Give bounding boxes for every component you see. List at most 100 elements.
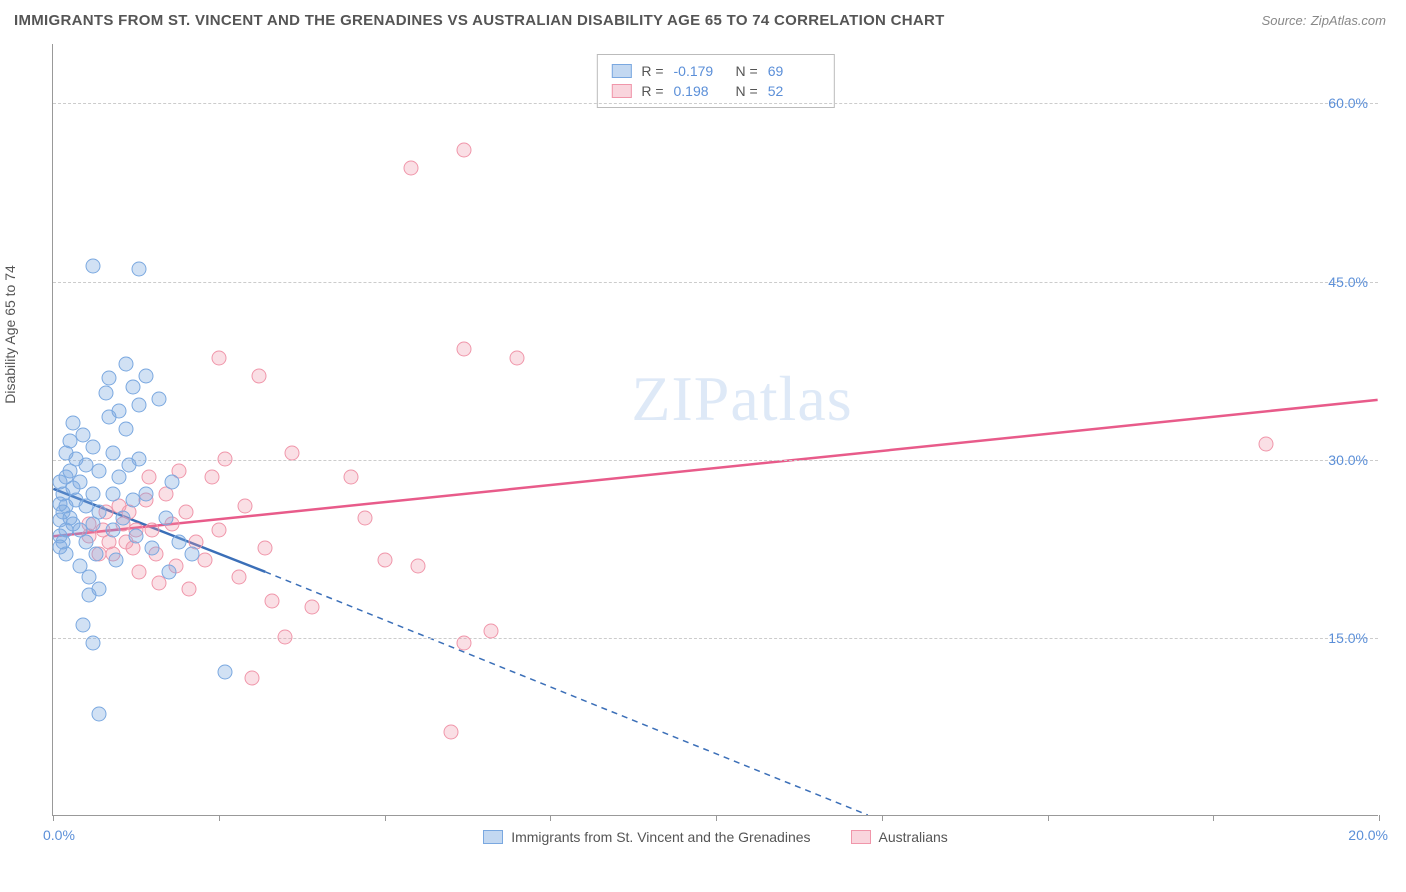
data-point — [138, 368, 153, 383]
x-tick — [1213, 815, 1214, 821]
data-point — [158, 511, 173, 526]
data-point — [105, 487, 120, 502]
data-point — [162, 564, 177, 579]
data-point — [404, 160, 419, 175]
data-point — [132, 398, 147, 413]
x-max-label: 20.0% — [1348, 827, 1388, 843]
data-point — [108, 552, 123, 567]
data-point — [377, 552, 392, 567]
chart-title: IMMIGRANTS FROM ST. VINCENT AND THE GREN… — [14, 12, 945, 29]
y-tick-label: 30.0% — [1328, 452, 1368, 468]
legend-row-pink: R = 0.198 N = 52 — [597, 81, 833, 101]
data-point — [284, 445, 299, 460]
data-point — [218, 451, 233, 466]
legend-n-label: N = — [736, 83, 758, 99]
data-point — [357, 511, 372, 526]
legend-n-label: N = — [736, 63, 758, 79]
data-point — [92, 582, 107, 597]
data-point — [457, 342, 472, 357]
data-point — [510, 350, 525, 365]
data-point — [251, 368, 266, 383]
data-point — [112, 469, 127, 484]
source-label: Source: — [1262, 13, 1307, 28]
legend-label-blue: Immigrants from St. Vincent and the Gren… — [511, 829, 810, 845]
data-point — [344, 469, 359, 484]
data-point — [457, 635, 472, 650]
chart-container: Disability Age 65 to 74 ZIPatlas R = -0.… — [14, 44, 1392, 886]
x-tick — [1048, 815, 1049, 821]
grid-line — [53, 282, 1378, 283]
data-point — [125, 380, 140, 395]
data-point — [89, 546, 104, 561]
x-tick — [882, 815, 883, 821]
data-point — [181, 582, 196, 597]
data-point — [1259, 437, 1274, 452]
data-point — [231, 570, 246, 585]
data-point — [128, 528, 143, 543]
legend-n-pink: 52 — [768, 83, 820, 99]
data-point — [92, 463, 107, 478]
data-point — [118, 356, 133, 371]
data-point — [138, 487, 153, 502]
source-value: ZipAtlas.com — [1311, 13, 1386, 28]
data-point — [85, 635, 100, 650]
correlation-legend: R = -0.179 N = 69 R = 0.198 N = 52 — [596, 54, 834, 108]
watermark: ZIPatlas — [631, 362, 852, 436]
legend-r-label: R = — [641, 63, 663, 79]
x-tick — [53, 815, 54, 821]
x-min-label: 0.0% — [43, 827, 75, 843]
x-tick — [550, 815, 551, 821]
swatch-pink — [611, 84, 631, 98]
swatch-blue — [483, 830, 503, 844]
data-point — [105, 522, 120, 537]
plot-area: ZIPatlas R = -0.179 N = 69 R = 0.198 N =… — [52, 44, 1378, 816]
data-point — [99, 386, 114, 401]
data-point — [92, 505, 107, 520]
data-point — [142, 469, 157, 484]
data-point — [92, 707, 107, 722]
data-point — [178, 505, 193, 520]
data-point — [85, 259, 100, 274]
data-point — [75, 617, 90, 632]
legend-row-blue: R = -0.179 N = 69 — [597, 61, 833, 81]
data-point — [244, 671, 259, 686]
data-point — [145, 522, 160, 537]
data-point — [72, 475, 87, 490]
legend-r-pink: 0.198 — [674, 83, 726, 99]
y-axis-label: Disability Age 65 to 74 — [2, 265, 18, 404]
data-point — [410, 558, 425, 573]
data-point — [59, 546, 74, 561]
data-point — [132, 451, 147, 466]
data-point — [443, 724, 458, 739]
data-point — [152, 392, 167, 407]
data-point — [85, 439, 100, 454]
legend-item-pink: Australians — [851, 829, 948, 845]
series-legend: Immigrants from St. Vincent and the Gren… — [53, 829, 1378, 845]
x-tick — [1379, 815, 1380, 821]
data-point — [152, 576, 167, 591]
trend-lines — [53, 44, 1378, 815]
data-point — [115, 511, 130, 526]
source: Source: ZipAtlas.com — [1262, 12, 1386, 30]
grid-line — [53, 103, 1378, 104]
data-point — [238, 499, 253, 514]
data-point — [132, 564, 147, 579]
data-point — [171, 534, 186, 549]
x-tick — [219, 815, 220, 821]
data-point — [132, 261, 147, 276]
legend-r-blue: -0.179 — [674, 63, 726, 79]
legend-n-blue: 69 — [768, 63, 820, 79]
x-tick — [385, 815, 386, 821]
data-point — [105, 445, 120, 460]
data-point — [211, 522, 226, 537]
y-tick-label: 60.0% — [1328, 95, 1368, 111]
data-point — [185, 546, 200, 561]
data-point — [264, 594, 279, 609]
data-point — [205, 469, 220, 484]
legend-r-label: R = — [641, 83, 663, 99]
data-point — [165, 475, 180, 490]
swatch-blue — [611, 64, 631, 78]
y-tick-label: 45.0% — [1328, 274, 1368, 290]
data-point — [112, 404, 127, 419]
data-point — [198, 552, 213, 567]
